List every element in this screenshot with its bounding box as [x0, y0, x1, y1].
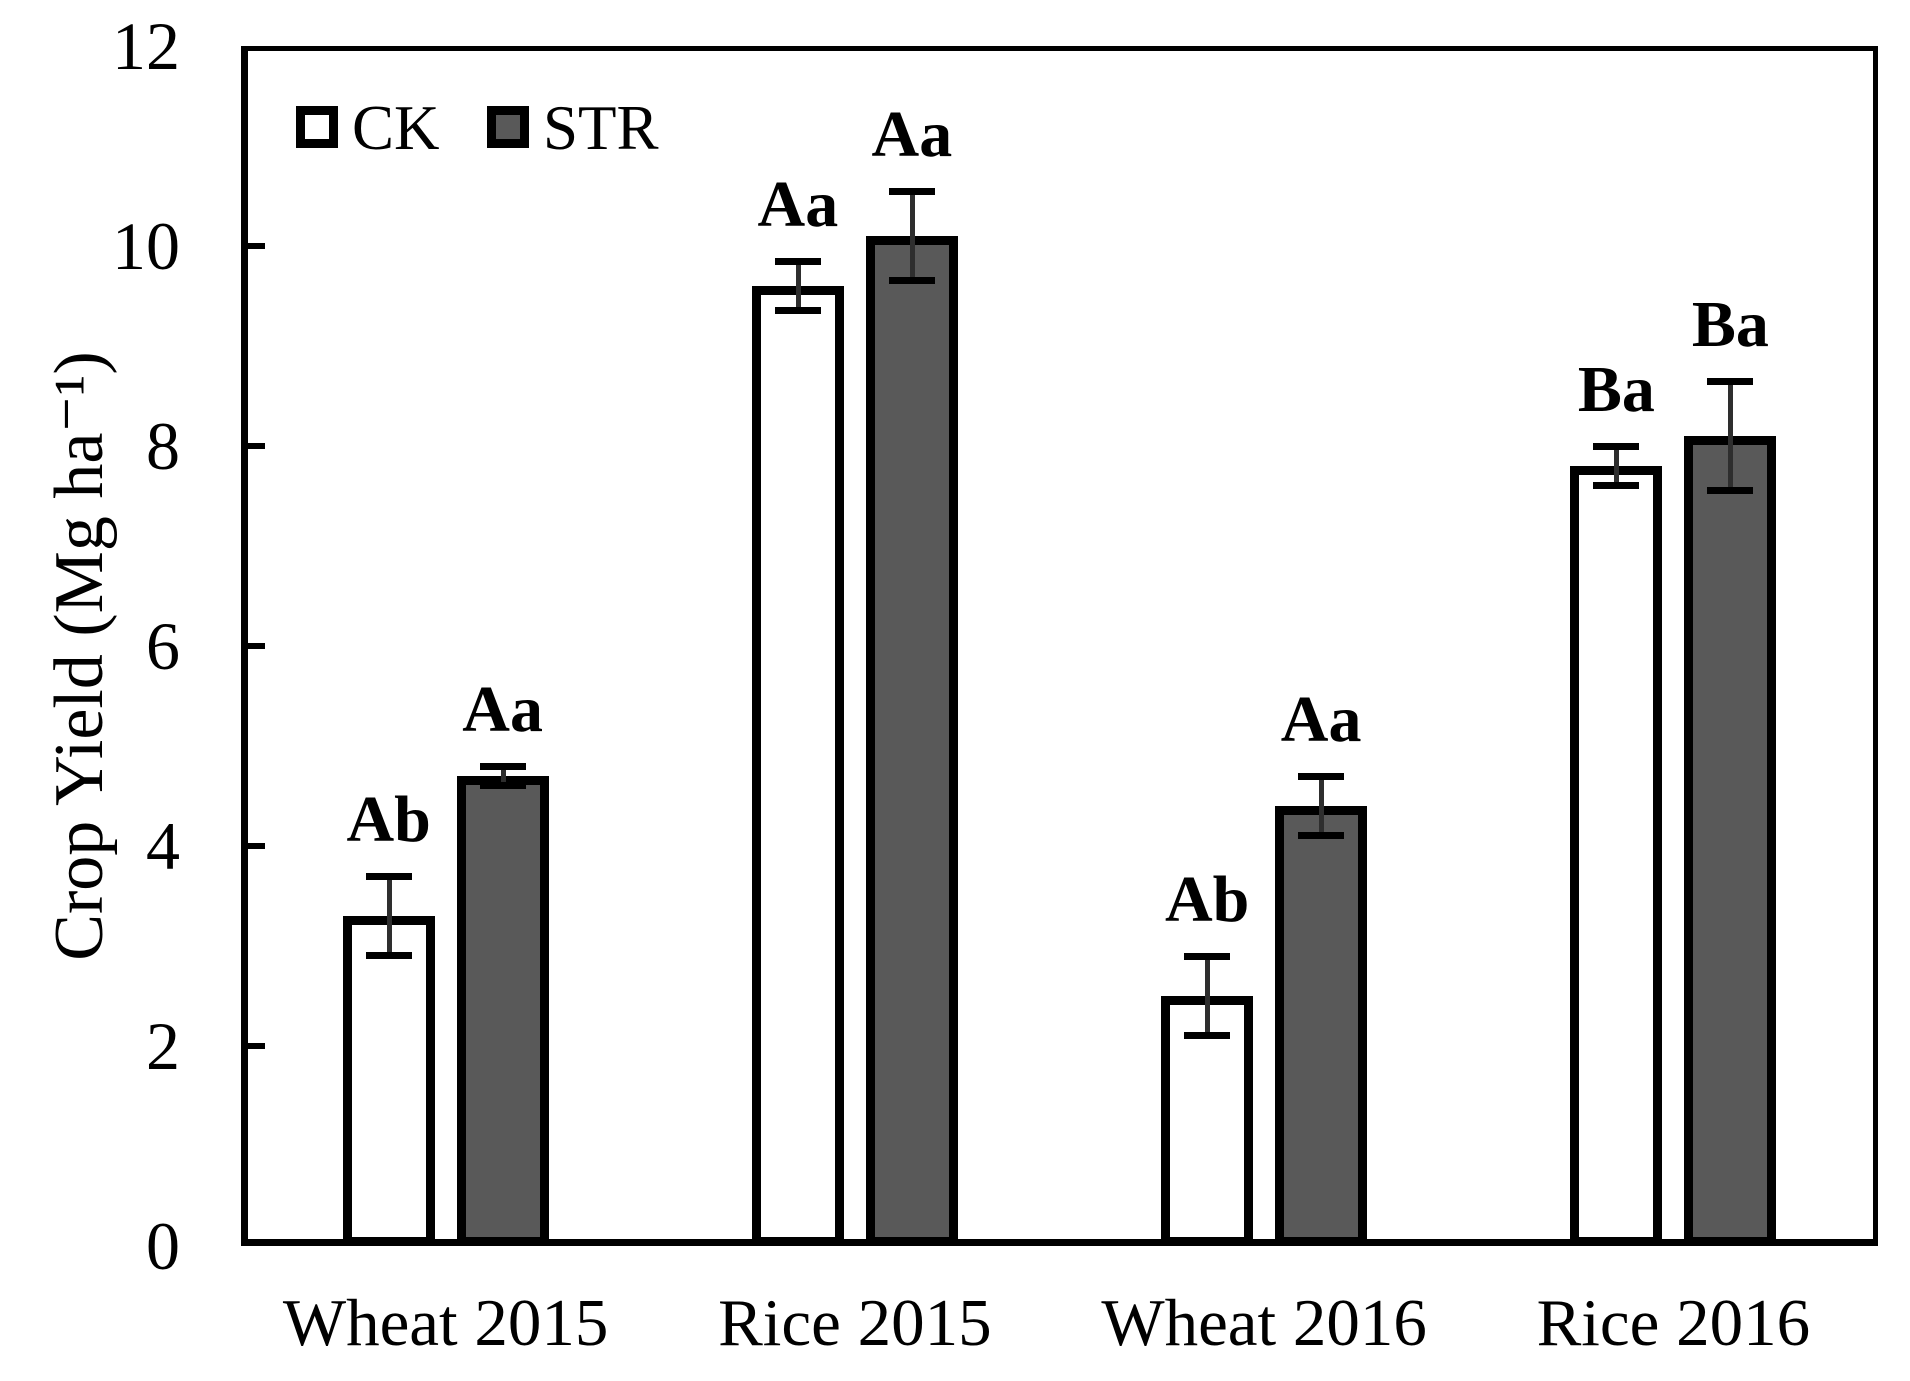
error-bar-line [1728, 381, 1734, 491]
y-axis-tick [241, 643, 265, 649]
error-bar-cap-top [1298, 773, 1345, 780]
error-bar-line [1614, 446, 1620, 486]
error-bar-cap-bottom [1593, 482, 1640, 489]
sig-letter-str-wheat-2015: Aa [462, 673, 543, 746]
y-axis-tick-label: 6 [146, 608, 180, 684]
error-bar-cap-bottom [1707, 487, 1754, 494]
bar-str-rice-2015 [865, 236, 958, 1246]
y-axis-tick-label: 0 [146, 1208, 180, 1284]
error-bar-line [386, 876, 392, 956]
error-bar-cap-bottom [774, 307, 821, 314]
y-axis-tick-label: 10 [112, 208, 180, 284]
y-axis-tick-label: 4 [146, 808, 180, 884]
y-axis-tick [241, 843, 265, 849]
error-bar-cap-bottom [1184, 1032, 1231, 1039]
error-bar-cap-top [1707, 378, 1754, 385]
error-bar-cap-bottom [888, 277, 935, 284]
error-bar-cap-top [888, 188, 935, 195]
error-bar-cap-top [1184, 953, 1231, 960]
error-bar-cap-bottom [479, 782, 526, 789]
x-axis-label-wheat-2015: Wheat 2015 [282, 1286, 609, 1360]
legend-swatch-ck [296, 106, 338, 148]
x-axis-label-rice-2016: Rice 2016 [1536, 1286, 1811, 1360]
sig-letter-str-wheat-2016: Aa [1280, 683, 1362, 756]
error-bar-line [500, 766, 506, 786]
sig-letter-ck-wheat-2015: Ab [346, 783, 431, 856]
y-axis-tick [241, 1043, 265, 1049]
sig-letter-ck-wheat-2016: Ab [1164, 863, 1250, 936]
error-bar-cap-bottom [1298, 832, 1345, 839]
y-axis-tick [241, 243, 265, 249]
bar-ck-rice-2016 [1570, 466, 1663, 1246]
error-bar-line [1205, 956, 1211, 1036]
y-axis-tick-label: 8 [146, 408, 180, 484]
error-bar-line [1319, 776, 1325, 836]
bar-str-wheat-2016 [1275, 806, 1368, 1246]
error-bar-cap-top [479, 763, 526, 770]
legend-label-ck: CK [352, 93, 440, 163]
sig-letter-ck-rice-2015: Aa [757, 168, 839, 241]
sig-letter-str-rice-2016: Ba [1691, 288, 1769, 361]
error-bar-cap-top [1593, 443, 1640, 450]
sig-letter-str-rice-2015: Aa [871, 98, 953, 171]
legend-swatch-str [487, 106, 529, 148]
error-bar-cap-top [774, 258, 821, 265]
y-axis-tick-label: 12 [112, 8, 180, 84]
bar-str-rice-2016 [1684, 436, 1777, 1246]
error-bar-cap-top [365, 873, 412, 880]
x-axis-label-rice-2015: Rice 2015 [718, 1286, 992, 1360]
x-axis-label-wheat-2016: Wheat 2016 [1101, 1286, 1427, 1360]
sig-letter-ck-rice-2016: Ba [1577, 353, 1655, 426]
error-bar-line [795, 261, 801, 311]
error-bar-line [909, 191, 915, 281]
bar-ck-wheat-2015 [342, 916, 435, 1246]
legend-label-str: STR [543, 93, 659, 163]
y-axis-tick [241, 443, 265, 449]
y-axis-tick-label: 2 [146, 1008, 180, 1084]
error-bar-cap-bottom [365, 952, 412, 959]
bar-ck-rice-2015 [751, 286, 844, 1246]
